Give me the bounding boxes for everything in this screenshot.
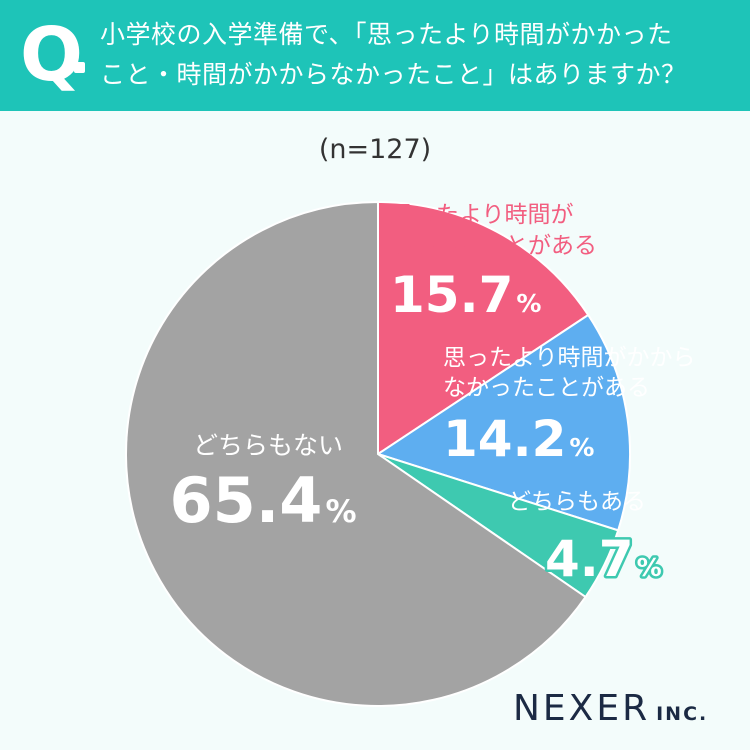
slice-teal-value-halo: 4.7% xyxy=(545,530,662,588)
slice-gray-value-label: 65.4% xyxy=(169,464,356,537)
slice-blue-label-line-2: なかったことがある xyxy=(443,375,650,401)
slice-pink-label-line-1: 思ったより時間が xyxy=(390,202,574,228)
question-line-2: こと・時間がかからなかったこと」はありますか？ xyxy=(100,60,687,89)
slice-pink-label-line-2: かかったことがある xyxy=(390,233,597,259)
sample-size-label: (n=127) xyxy=(318,134,432,165)
brand-name: NEXER xyxy=(513,688,651,729)
slice-teal-value-label: 4.7% xyxy=(545,530,662,588)
question-text: 小学校の入学準備で、「思ったより時間がかかった こと・時間がかからなかったこと」… xyxy=(100,15,740,95)
slice-blue-label-line-1: 思ったより時間がかから xyxy=(443,345,696,371)
brand-logo: NEXER INC. xyxy=(513,688,708,729)
slice-blue xyxy=(375,313,631,532)
slice-blue-value-label: 14.2% xyxy=(443,410,594,468)
question-mark: Q xyxy=(20,12,83,98)
brand-suffix: INC. xyxy=(656,703,709,725)
question-header: Q 小学校の入学準備で、「思ったより時間がかかった こと・時間がかからなかったこ… xyxy=(0,0,750,111)
question-mark-dot xyxy=(74,62,85,73)
slice-teal-label-line-1: どちらもある xyxy=(508,489,646,515)
question-line-1: 小学校の入学準備で、「思ったより時間がかかった xyxy=(100,20,673,49)
slice-pink xyxy=(377,200,590,456)
slice-gray-label-line-1: どちらもない xyxy=(193,431,343,460)
slice-gray xyxy=(125,200,587,707)
slice-pink-value-label: 15.7% xyxy=(390,266,541,324)
